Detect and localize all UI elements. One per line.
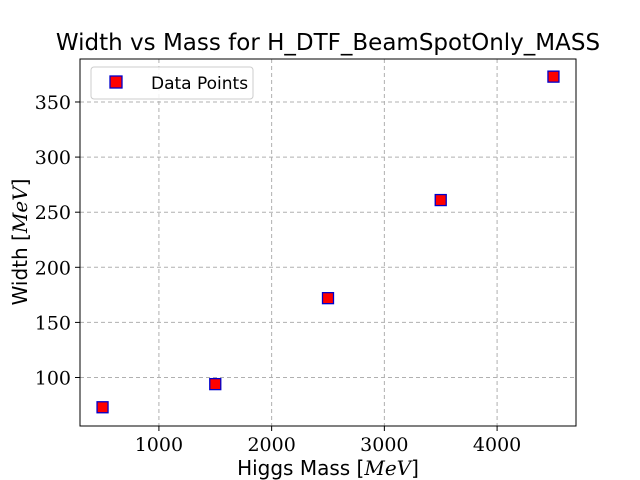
y-tick-label: 250 xyxy=(35,202,71,224)
x-axis-label-close-bracket: ] xyxy=(411,456,419,480)
x-tick-label: 3000 xyxy=(360,434,408,456)
legend-label: Data Points xyxy=(151,74,248,94)
x-tick-label: 4000 xyxy=(473,434,521,456)
y-tick-label: 200 xyxy=(35,257,71,279)
data-point xyxy=(547,70,560,83)
y-axis-label-close-bracket: ] xyxy=(8,179,32,187)
data-point xyxy=(96,401,109,414)
y-tick-label: 100 xyxy=(35,368,71,390)
x-axis-label-open-bracket: [ xyxy=(357,456,365,480)
x-axis-ticks: 1000 2000 3000 4000 xyxy=(135,426,521,456)
y-axis-label-open-bracket: [ xyxy=(8,233,32,241)
legend: Data Points xyxy=(90,66,254,100)
legend-box xyxy=(90,66,254,100)
data-point xyxy=(209,377,222,391)
data-point xyxy=(321,292,335,305)
y-tick-label: 150 xyxy=(35,312,71,334)
y-axis-label-main: Width xyxy=(8,241,32,305)
y-tick-label: 350 xyxy=(35,92,71,114)
grid xyxy=(80,59,576,426)
x-tick-label: 1000 xyxy=(135,434,183,456)
y-axis-label: Width [MeV] xyxy=(8,179,32,306)
data-points xyxy=(96,70,560,414)
y-tick-label: 300 xyxy=(35,147,71,169)
x-axis-label: Higgs Mass [MeV] xyxy=(237,456,419,480)
plot-frame xyxy=(79,58,577,427)
x-tick-label: 2000 xyxy=(247,434,295,456)
x-axis-label-unit: MeV xyxy=(363,456,413,480)
data-point xyxy=(434,193,447,207)
x-axis-label-main: Higgs Mass xyxy=(237,456,356,480)
chart-title: Width vs Mass for H_DTF_BeamSpotOnly_MAS… xyxy=(56,30,600,56)
legend-marker xyxy=(109,75,123,89)
y-axis-ticks: 100 150 200 250 300 350 xyxy=(35,92,80,390)
y-axis-label-unit: MeV xyxy=(8,184,32,234)
